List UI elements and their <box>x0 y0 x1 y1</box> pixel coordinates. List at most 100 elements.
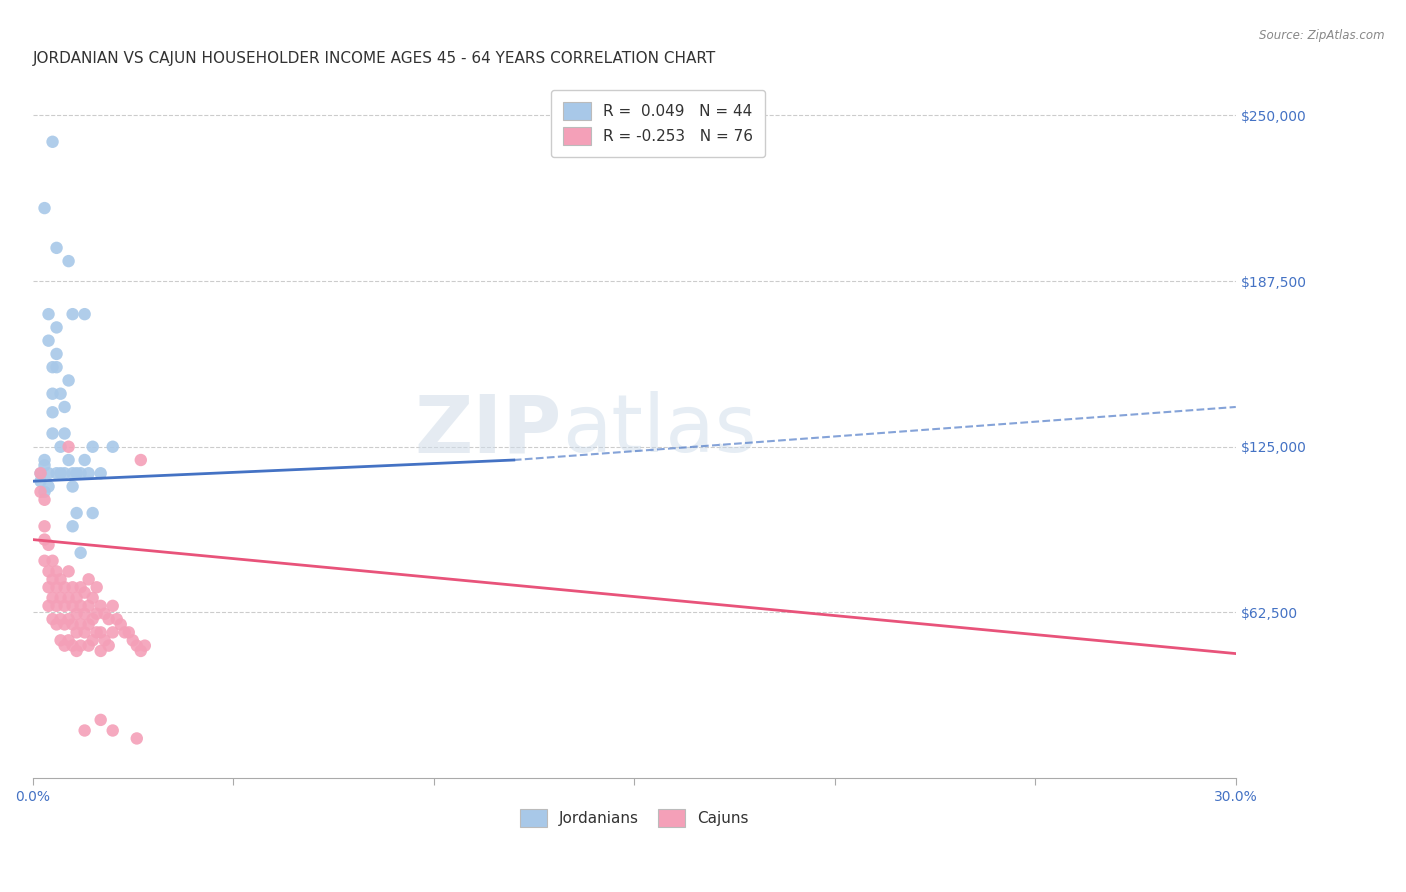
Point <box>49 591 72 605</box>
Point <box>82 440 104 454</box>
Point <box>65 591 87 605</box>
Point <box>41 612 63 626</box>
Point <box>45 467 67 481</box>
Point <box>69 467 91 481</box>
Point <box>49 572 72 586</box>
Point <box>69 617 91 632</box>
Point <box>30 484 52 499</box>
Point <box>105 612 128 626</box>
Point <box>86 580 108 594</box>
Point <box>38 580 60 594</box>
Point <box>97 639 120 653</box>
Point <box>45 320 67 334</box>
Point <box>90 467 112 481</box>
Point <box>34 554 56 568</box>
Point <box>45 241 67 255</box>
Point <box>125 731 148 746</box>
Point <box>58 440 80 454</box>
Point <box>62 639 84 653</box>
Text: Source: ZipAtlas.com: Source: ZipAtlas.com <box>1260 29 1385 43</box>
Point <box>62 519 84 533</box>
Point <box>77 572 100 586</box>
Point <box>90 644 112 658</box>
Point <box>62 479 84 493</box>
Point <box>114 625 136 640</box>
Point <box>53 599 76 613</box>
Point <box>73 453 96 467</box>
Point <box>77 599 100 613</box>
Point <box>58 374 80 388</box>
Point <box>58 612 80 626</box>
Point <box>38 479 60 493</box>
Point <box>45 347 67 361</box>
Point <box>86 607 108 621</box>
Point <box>34 201 56 215</box>
Point <box>73 585 96 599</box>
Point <box>34 484 56 499</box>
Point <box>45 360 67 375</box>
Point <box>69 599 91 613</box>
Point <box>62 617 84 632</box>
Point <box>73 307 96 321</box>
Point <box>129 453 152 467</box>
Point <box>49 467 72 481</box>
Point <box>101 440 124 454</box>
Point <box>34 533 56 547</box>
Point <box>82 591 104 605</box>
Point <box>58 591 80 605</box>
Point <box>73 625 96 640</box>
Point <box>58 254 80 268</box>
Text: JORDANIAN VS CAJUN HOUSEHOLDER INCOME AGES 45 - 64 YEARS CORRELATION CHART: JORDANIAN VS CAJUN HOUSEHOLDER INCOME AG… <box>32 51 716 66</box>
Point <box>65 506 87 520</box>
Point <box>101 723 124 738</box>
Legend: Jordanians, Cajuns: Jordanians, Cajuns <box>513 804 755 833</box>
Point <box>125 639 148 653</box>
Point <box>101 599 124 613</box>
Point <box>53 639 76 653</box>
Point <box>34 453 56 467</box>
Point <box>30 474 52 488</box>
Text: atlas: atlas <box>562 392 756 469</box>
Point <box>62 599 84 613</box>
Point <box>53 426 76 441</box>
Point <box>49 612 72 626</box>
Point <box>65 467 87 481</box>
Point <box>121 633 143 648</box>
Point <box>65 625 87 640</box>
Point <box>93 607 115 621</box>
Point <box>86 625 108 640</box>
Point <box>73 723 96 738</box>
Point <box>69 580 91 594</box>
Point <box>97 612 120 626</box>
Point <box>53 400 76 414</box>
Point <box>53 617 76 632</box>
Point <box>38 565 60 579</box>
Point <box>62 580 84 594</box>
Point <box>38 538 60 552</box>
Point <box>30 467 52 481</box>
Point <box>134 639 156 653</box>
Point <box>110 617 132 632</box>
Point <box>41 572 63 586</box>
Point <box>65 644 87 658</box>
Point <box>82 506 104 520</box>
Point <box>62 467 84 481</box>
Point <box>82 633 104 648</box>
Point <box>93 633 115 648</box>
Point <box>38 467 60 481</box>
Point <box>34 519 56 533</box>
Point <box>90 713 112 727</box>
Point <box>53 580 76 594</box>
Point <box>49 633 72 648</box>
Point <box>41 405 63 419</box>
Point <box>41 554 63 568</box>
Point <box>118 625 141 640</box>
Point <box>62 307 84 321</box>
Point <box>30 467 52 481</box>
Point <box>77 617 100 632</box>
Point <box>41 360 63 375</box>
Point <box>101 625 124 640</box>
Point <box>58 565 80 579</box>
Point <box>45 617 67 632</box>
Point <box>65 607 87 621</box>
